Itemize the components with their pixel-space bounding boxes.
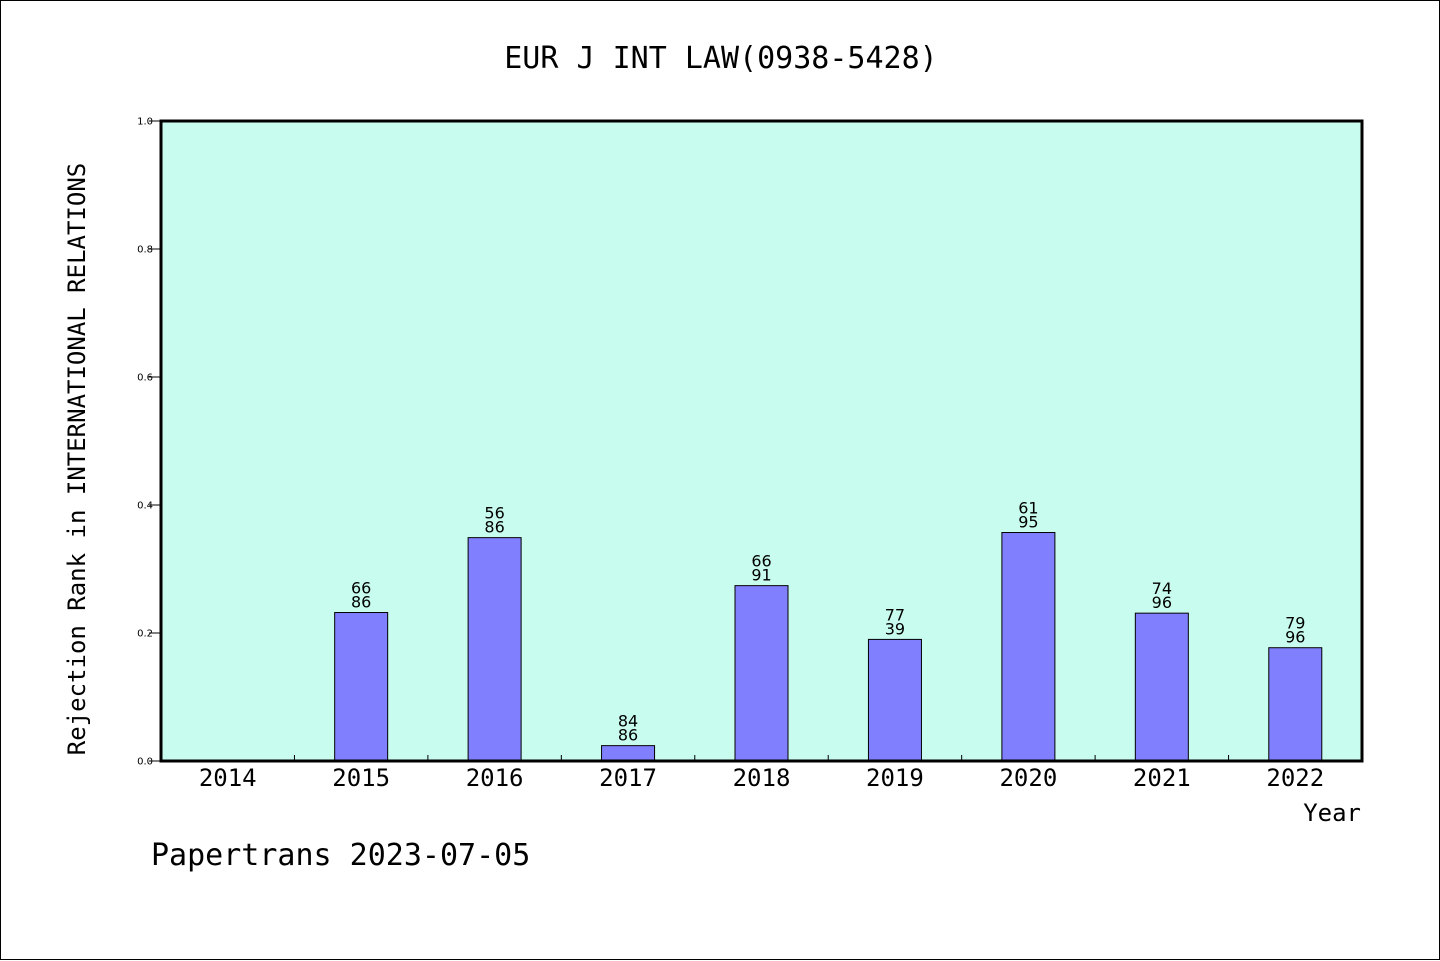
- y-axis-label: Rejection Rank in INTERNATIONAL RELATION…: [63, 163, 91, 755]
- bar-label-bottom: 39: [885, 619, 905, 638]
- y-tick-label: 0.2: [137, 629, 153, 640]
- x-tick-label: 2021: [1133, 764, 1191, 792]
- bars-group: [334, 532, 1323, 762]
- bar: [1268, 647, 1323, 762]
- x-tick-label: 2015: [332, 764, 390, 792]
- bar: [734, 585, 789, 762]
- y-tick-label: 1.0: [137, 117, 153, 128]
- bar-label-bottom: 91: [751, 566, 771, 585]
- x-tick-label: 2020: [999, 764, 1057, 792]
- y-tick-label: 0.6: [137, 373, 153, 384]
- x-tick-label: 2014: [199, 764, 257, 792]
- x-tick-label: 2017: [599, 764, 657, 792]
- bar: [867, 638, 922, 762]
- bar-label-top: 56: [484, 504, 504, 523]
- bar: [334, 612, 389, 762]
- bar-label-top: 74: [1152, 579, 1172, 598]
- bar: [1134, 612, 1189, 762]
- bar-label-top: 79: [1285, 614, 1305, 633]
- bar: [467, 537, 522, 762]
- y-axis-ticks: 0.0 0.2 0.4 0.6 0.8 1.0: [137, 117, 161, 768]
- chart-title: EUR J INT LAW(0938-5428): [504, 41, 937, 76]
- plot-border: [159, 119, 1364, 763]
- y-tick-label: 0.8: [137, 245, 153, 256]
- x-tick-label: 2019: [866, 764, 924, 792]
- x-axis-label: Year: [1303, 799, 1361, 827]
- bar: [601, 745, 656, 762]
- bar-label-bottom: 95: [1018, 513, 1038, 532]
- bar: [1001, 532, 1056, 762]
- x-tick-label: 2022: [1266, 764, 1324, 792]
- bar-label-top: 84: [618, 712, 638, 731]
- bar-label-top: 61: [1018, 499, 1038, 518]
- footer-text: Papertrans 2023-07-05: [151, 838, 530, 873]
- bar-label-bottom: 86: [351, 593, 371, 612]
- x-tick-label: 2018: [733, 764, 791, 792]
- bar-label-top: 77: [885, 605, 905, 624]
- bar-label-top: 66: [351, 579, 371, 598]
- bar-label-top: 66: [751, 552, 771, 571]
- x-axis-ticks: 2014 2015 2016 2017 2018 2019 2020 2021 2022: [199, 755, 1324, 792]
- x-tick-label: 2016: [466, 764, 524, 792]
- bar-label-bottom: 86: [484, 518, 504, 537]
- y-tick-label: 0.4: [137, 501, 153, 512]
- y-tick-label: 0.0: [137, 757, 153, 768]
- bar-label-bottom: 96: [1285, 628, 1305, 647]
- bar-label-bottom: 96: [1152, 593, 1172, 612]
- bar-label-bottom: 86: [618, 726, 638, 745]
